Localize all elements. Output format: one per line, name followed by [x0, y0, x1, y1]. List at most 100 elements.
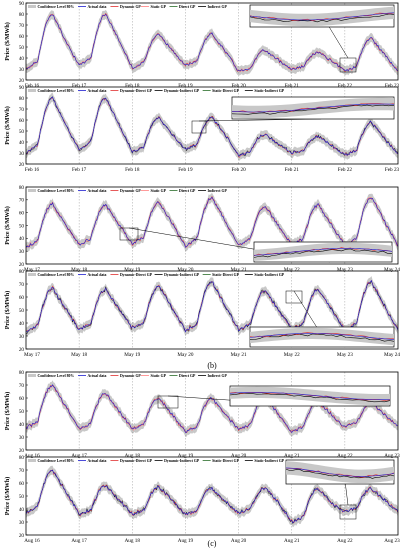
- y-tick-label: 70: [19, 198, 25, 204]
- legend-entry: Actual data: [88, 189, 107, 193]
- y-tick-label: 70: [19, 107, 25, 113]
- y-tick-label: 80: [19, 269, 25, 275]
- x-tick-label: May 19: [124, 352, 140, 358]
- legend-entry: Static GP: [150, 189, 166, 193]
- y-tick-label: 70: [19, 383, 25, 389]
- series-line: [25, 195, 399, 248]
- y-axis-title: Price ($/MWh): [4, 477, 11, 515]
- y-tick-label: 50: [19, 494, 25, 500]
- x-tick-label: Aug 20: [231, 453, 247, 459]
- x-tick-label: May 23: [337, 267, 353, 273]
- y-tick-label: 20: [19, 78, 25, 84]
- legend-entry: Static-Indirect GP: [254, 273, 284, 277]
- legend-entry: Dynamic-Direct GP: [120, 459, 153, 463]
- y-tick-label: 60: [19, 118, 25, 124]
- x-tick-label: Aug 23: [384, 453, 400, 459]
- y-tick-label: 20: [19, 162, 25, 168]
- y-axis-title: Price ($/MWh): [4, 106, 11, 144]
- x-tick-label: May 24: [384, 267, 400, 273]
- x-tick-label: Aug 20: [231, 538, 247, 544]
- y-tick-label: 80: [19, 455, 25, 461]
- legend: Confidence Level 80% Actual data Dynamic-D…: [28, 459, 285, 463]
- x-tick-label: Feb 17: [72, 83, 87, 89]
- x-tick-label: Feb 19: [178, 167, 193, 173]
- actual-data-line: [25, 196, 399, 248]
- legend: Confidence Level 80% Actual data Dynamic G…: [28, 374, 227, 378]
- legend-entry: Indirect GP: [208, 5, 228, 9]
- legend: Confidence Level 80% Actual data Dynamic-D…: [28, 89, 285, 93]
- inset-line: [253, 248, 393, 258]
- legend-entry: Static-Indirect GP: [254, 89, 284, 93]
- y-tick-label: 30: [19, 249, 25, 255]
- y-tick-label: 80: [19, 370, 25, 376]
- x-tick-label: May 17: [24, 267, 40, 273]
- legend-entry: Confidence Level 80%: [38, 189, 75, 193]
- legend-entry: Dynamic GP: [120, 189, 141, 193]
- x-tick-label: Feb 22: [338, 83, 353, 89]
- x-tick-label: Feb 21: [285, 83, 300, 89]
- x-tick-label: Aug 19: [178, 538, 194, 544]
- y-tick-label: 90: [19, 85, 25, 91]
- legend-swatch: [28, 5, 36, 8]
- legend-entry: Dynamic-Indirect GP: [164, 89, 200, 93]
- x-tick-label: May 20: [177, 267, 193, 273]
- legend-entry: Actual data: [88, 374, 107, 378]
- x-tick-label: Feb 16: [25, 83, 40, 89]
- inset-line: [285, 468, 395, 479]
- inset-line: [249, 13, 395, 23]
- x-tick-label: Feb 20: [231, 167, 246, 173]
- inset-band: [254, 242, 392, 261]
- plot-frame: [25, 371, 399, 451]
- legend-entry: Confidence Level 80%: [38, 374, 75, 378]
- y-tick-label: 70: [19, 468, 25, 474]
- x-tick-label: Aug 16: [24, 538, 40, 544]
- actual-data-line: [26, 279, 399, 333]
- y-tick-label: 40: [19, 236, 25, 242]
- x-tick-label: May 18: [71, 352, 87, 358]
- x-tick-label: Aug 22: [337, 538, 353, 544]
- legend-entry: Dynamic-Direct GP: [120, 273, 153, 277]
- x-tick-label: Feb 18: [125, 83, 140, 89]
- y-tick-label: 60: [19, 396, 25, 402]
- y-tick-label: 40: [19, 56, 25, 62]
- y-tick-label: 50: [19, 45, 25, 51]
- y-tick-label: 50: [19, 409, 25, 415]
- y-axis-title: Price ($/MWh): [4, 392, 11, 430]
- actual-data-line: [25, 384, 399, 433]
- inset-line: [229, 392, 391, 403]
- y-tick-label: 80: [19, 185, 25, 191]
- zoom-arrow: [345, 483, 349, 506]
- y-tick-label: 20: [19, 448, 25, 454]
- panel-caption: (c): [208, 539, 217, 548]
- inset-band: [232, 97, 394, 119]
- legend: Confidence Level 80% Actual data Dynamic-D…: [28, 273, 285, 277]
- x-tick-label: Aug 21: [284, 453, 300, 459]
- y-tick-label: 80: [19, 12, 25, 18]
- x-tick-label: Feb 23: [385, 83, 400, 89]
- y-axis-title: Price ($/MWh): [4, 291, 11, 329]
- inset-line: [253, 248, 393, 256]
- legend: Confidence Level 80% Actual data Dynamic G…: [28, 189, 227, 193]
- legend-entry: Confidence Level 80%: [38, 89, 75, 93]
- legend-entry: Actual data: [88, 5, 107, 9]
- legend-entry: Direct GP: [179, 374, 196, 378]
- x-tick-label: May 19: [124, 267, 140, 273]
- legend-entry: Direct GP: [179, 189, 196, 193]
- confidence-band: [26, 275, 398, 337]
- x-tick-label: Aug 23: [384, 538, 400, 544]
- legend-entry: Actual data: [88, 273, 107, 277]
- legend-swatch: [28, 189, 36, 192]
- x-tick-label: May 17: [24, 352, 40, 358]
- x-tick-label: May 24: [384, 352, 400, 358]
- legend-swatch: [28, 89, 36, 92]
- x-tick-label: Feb 21: [285, 167, 300, 173]
- x-tick-label: Feb 16: [25, 167, 40, 173]
- x-tick-label: May 18: [71, 267, 87, 273]
- panel-caption: (b): [207, 361, 217, 370]
- series-line: [25, 196, 399, 249]
- y-tick-label: 20: [19, 533, 25, 539]
- inset-line: [231, 104, 395, 115]
